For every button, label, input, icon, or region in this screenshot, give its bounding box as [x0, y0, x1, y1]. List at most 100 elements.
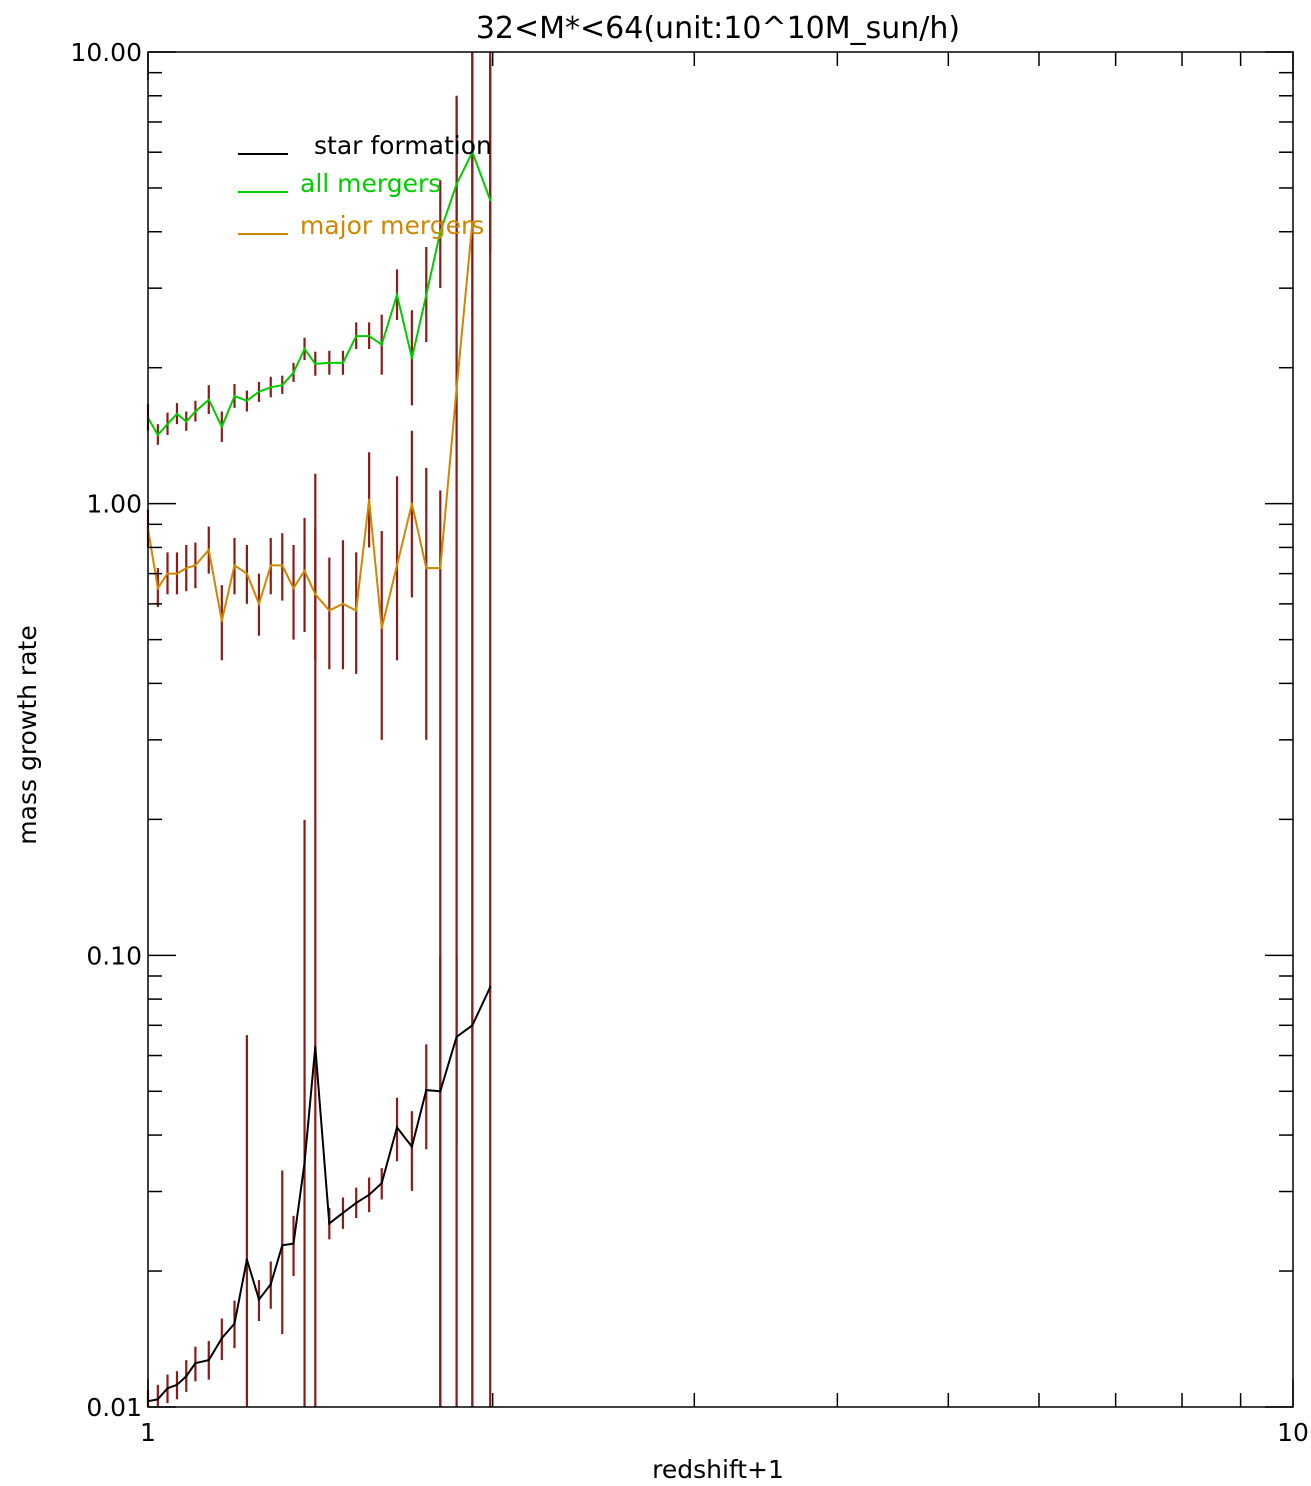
data-point	[471, 151, 474, 154]
data-point	[425, 293, 428, 297]
data-point	[245, 399, 249, 402]
data-point	[269, 1283, 272, 1286]
data-point	[439, 1090, 442, 1093]
data-point	[439, 230, 442, 233]
data-point	[425, 566, 428, 570]
y-tick-label: 1.00	[86, 490, 142, 519]
chart-title: 32<M*<64(unit:10^10M_sun/h)	[476, 11, 960, 46]
data-point	[367, 334, 371, 338]
data-point	[303, 347, 306, 351]
error-bars	[146, 52, 492, 1407]
data-point	[410, 1145, 414, 1148]
data-point	[194, 564, 197, 567]
data-point	[488, 986, 492, 989]
data-point	[410, 502, 414, 505]
data-point	[220, 1337, 224, 1340]
data-point	[245, 1258, 249, 1261]
data-point	[194, 1362, 197, 1365]
data-point	[281, 564, 284, 567]
data-point	[207, 548, 210, 552]
plot-area-border	[147, 51, 1294, 1408]
data-point	[175, 1383, 179, 1386]
data-point	[185, 566, 188, 570]
x-tick-label: 10	[1277, 1418, 1309, 1447]
data-point	[175, 572, 179, 575]
data-point	[185, 420, 188, 423]
data-point	[185, 1375, 188, 1378]
data-point	[328, 361, 331, 365]
data-point	[175, 412, 179, 416]
data-point	[269, 564, 272, 567]
data-point	[166, 572, 169, 575]
data-point	[355, 609, 358, 612]
data-point	[471, 1024, 474, 1027]
data-point	[355, 334, 358, 338]
data-point	[166, 1387, 169, 1390]
data-point	[439, 566, 442, 570]
data-point	[341, 1211, 345, 1215]
data-point	[395, 564, 399, 567]
data-point	[245, 572, 249, 575]
data-point	[292, 586, 295, 590]
plot-frame	[147, 51, 1294, 1408]
data-point	[380, 343, 383, 346]
data-point	[281, 1244, 284, 1247]
data-point	[166, 422, 169, 426]
data-point	[220, 619, 224, 623]
axis-ticks	[147, 51, 1294, 1408]
data-point	[194, 410, 197, 413]
data-point	[367, 498, 371, 501]
data-point	[257, 1298, 261, 1301]
data-point	[380, 627, 383, 630]
y-tick-label: 0.01	[86, 1393, 142, 1422]
data-point	[425, 1088, 428, 1092]
data-point	[380, 1181, 383, 1185]
data-point	[410, 356, 414, 360]
series-line	[147, 222, 474, 629]
data-point	[355, 1201, 358, 1205]
data-point	[395, 293, 399, 297]
data-point	[455, 387, 458, 390]
data-point	[207, 1358, 210, 1362]
data-point	[314, 1045, 317, 1049]
data-point	[455, 182, 458, 186]
data-point	[156, 586, 160, 590]
data-point	[257, 602, 261, 606]
legend-label: all mergers	[300, 169, 441, 198]
data-point	[281, 383, 284, 387]
y-axis-label: mass growth rate	[13, 625, 42, 844]
data-point	[220, 425, 224, 428]
data-point	[233, 1322, 236, 1325]
data-point	[341, 361, 345, 365]
data-point	[156, 1398, 160, 1401]
x-tick-label: 1	[140, 1418, 156, 1447]
series-line	[147, 986, 492, 1403]
data-point	[156, 433, 160, 437]
legend-label: star formation	[314, 131, 492, 160]
data-point	[455, 1035, 458, 1039]
data-point	[471, 220, 474, 224]
legend-label: major mergers	[300, 211, 484, 240]
data-point	[314, 362, 317, 366]
data-point	[367, 1193, 371, 1196]
data-point	[269, 386, 272, 389]
tick-labels: 1 10 0.01 0.10 1.00 10.00	[70, 38, 1308, 1447]
data-point	[488, 198, 492, 202]
data-point	[207, 398, 210, 401]
data-point	[292, 371, 295, 374]
data-point	[314, 593, 317, 596]
data-point	[395, 1126, 399, 1129]
data-point	[233, 564, 236, 567]
series-lines	[146, 149, 492, 1403]
data-point	[341, 602, 345, 606]
data-point	[328, 609, 331, 612]
y-tick-label: 10.00	[70, 38, 142, 67]
data-point	[303, 1161, 306, 1165]
data-point	[303, 569, 306, 573]
series-line	[147, 149, 492, 437]
y-tick-label: 0.10	[86, 941, 142, 970]
data-point	[233, 394, 236, 398]
data-point	[257, 390, 261, 393]
data-point	[292, 1242, 295, 1245]
